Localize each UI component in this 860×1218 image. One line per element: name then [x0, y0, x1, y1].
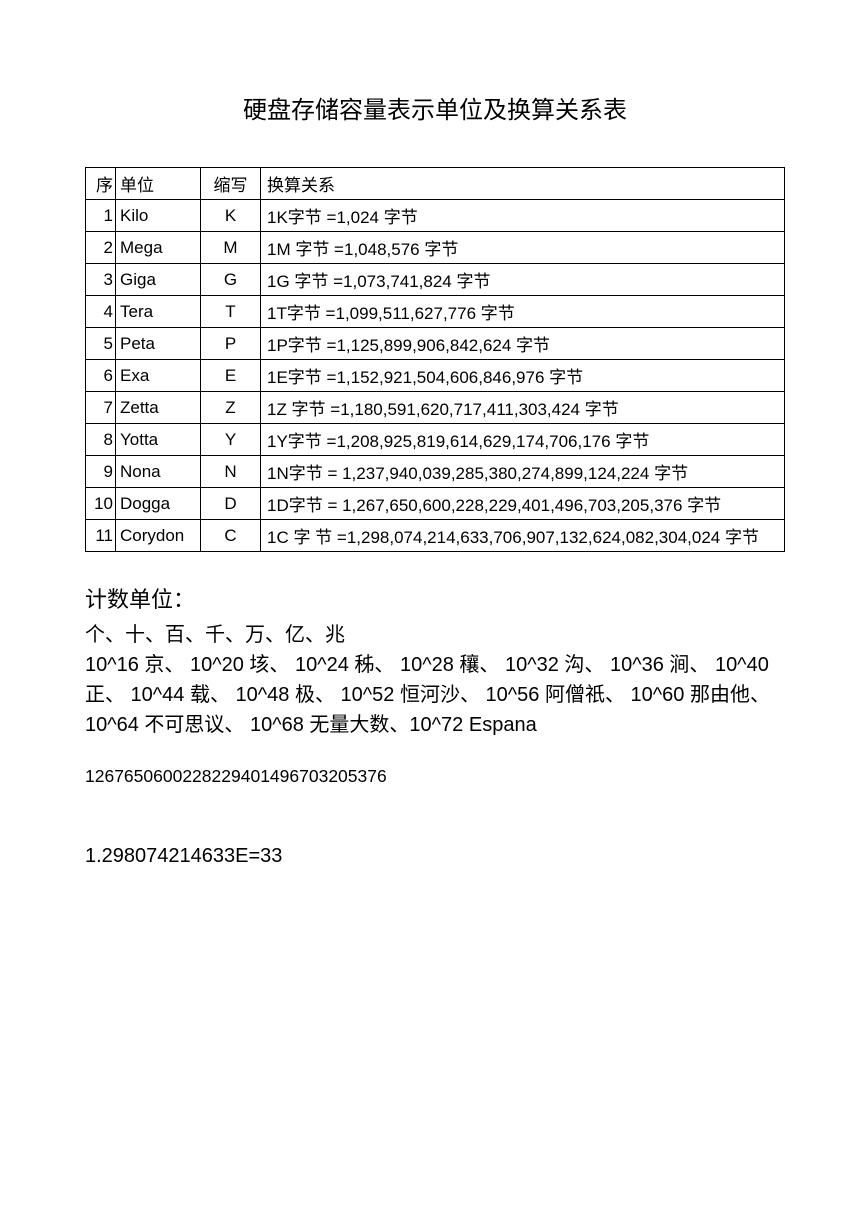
cell-unit: Mega [116, 232, 201, 264]
cell-relation: 1T字节 =1,099,511,627,776 字节 [261, 296, 785, 328]
cell-abbr: T [201, 296, 261, 328]
cell-seq: 4 [86, 296, 116, 328]
table-row: 6ExaE1E字节 =1,152,921,504,606,846,976 字节 [86, 360, 785, 392]
cell-seq: 11 [86, 520, 116, 552]
cell-seq: 3 [86, 264, 116, 296]
cell-unit: Yotta [116, 424, 201, 456]
cell-seq: 8 [86, 424, 116, 456]
cell-seq: 1 [86, 200, 116, 232]
table-row: 2MegaM1M 字节 =1,048,576 字节 [86, 232, 785, 264]
cell-relation: 1C 字 节 =1,298,074,214,633,706,907,132,62… [261, 520, 785, 552]
header-relation: 换算关系 [261, 168, 785, 200]
table-row: 4TeraT1T字节 =1,099,511,627,776 字节 [86, 296, 785, 328]
large-number-1: 1267650600228229401496703205376 [85, 766, 785, 787]
cell-unit: Kilo [116, 200, 201, 232]
table-header-row: 序 单位 缩写 换算关系 [86, 168, 785, 200]
table-row: 3GigaG1G 字节 =1,073,741,824 字节 [86, 264, 785, 296]
cell-abbr: M [201, 232, 261, 264]
table-row: 5PetaP1P字节 =1,125,899,906,842,624 字节 [86, 328, 785, 360]
header-seq: 序 [86, 168, 116, 200]
cell-unit: Tera [116, 296, 201, 328]
cell-relation: 1K字节 =1,024 字节 [261, 200, 785, 232]
cell-abbr: Y [201, 424, 261, 456]
cell-abbr: N [201, 456, 261, 488]
cell-relation: 1Y字节 =1,208,925,819,614,629,174,706,176 … [261, 424, 785, 456]
cell-unit: Dogga [116, 488, 201, 520]
table-row: 8YottaY1Y字节 =1,208,925,819,614,629,174,7… [86, 424, 785, 456]
header-abbr: 缩写 [201, 168, 261, 200]
cell-seq: 2 [86, 232, 116, 264]
cell-unit: Peta [116, 328, 201, 360]
counting-units-basic: 个、十、百、千、万、亿、兆 [85, 620, 785, 650]
cell-abbr: D [201, 488, 261, 520]
cell-abbr: C [201, 520, 261, 552]
table-row: 7ZettaZ1Z 字节 =1,180,591,620,717,411,303,… [86, 392, 785, 424]
cell-relation: 1N字节 = 1,237,940,039,285,380,274,899,124… [261, 456, 785, 488]
large-number-2: 1.298074214633E=33 [85, 845, 785, 868]
cell-unit: Nona [116, 456, 201, 488]
cell-abbr: E [201, 360, 261, 392]
cell-seq: 10 [86, 488, 116, 520]
cell-unit: Corydon [116, 520, 201, 552]
table-row: 11CorydonC1C 字 节 =1,298,074,214,633,706,… [86, 520, 785, 552]
cell-abbr: Z [201, 392, 261, 424]
cell-seq: 7 [86, 392, 116, 424]
cell-unit: Giga [116, 264, 201, 296]
cell-abbr: P [201, 328, 261, 360]
cell-relation: 1D字节 = 1,267,650,600,228,229,401,496,703… [261, 488, 785, 520]
cell-seq: 5 [86, 328, 116, 360]
cell-relation: 1Z 字节 =1,180,591,620,717,411,303,424 字节 [261, 392, 785, 424]
cell-unit: Exa [116, 360, 201, 392]
cell-relation: 1P字节 =1,125,899,906,842,624 字节 [261, 328, 785, 360]
header-unit: 单位 [116, 168, 201, 200]
cell-abbr: K [201, 200, 261, 232]
cell-relation: 1M 字节 =1,048,576 字节 [261, 232, 785, 264]
table-row: 9NonaN1N字节 = 1,237,940,039,285,380,274,8… [86, 456, 785, 488]
cell-relation: 1G 字节 =1,073,741,824 字节 [261, 264, 785, 296]
table-row: 10DoggaD1D字节 = 1,267,650,600,228,229,401… [86, 488, 785, 520]
cell-abbr: G [201, 264, 261, 296]
page-title: 硬盘存储容量表示单位及换算关系表 [85, 90, 785, 125]
table-row: 1KiloK1K字节 =1,024 字节 [86, 200, 785, 232]
counting-units-large: 10^16 京、 10^20 垓、 10^24 秭、 10^28 穰、 10^3… [85, 650, 785, 740]
storage-units-table: 序 单位 缩写 换算关系 1KiloK1K字节 =1,024 字节2MegaM1… [85, 167, 785, 552]
cell-unit: Zetta [116, 392, 201, 424]
cell-relation: 1E字节 =1,152,921,504,606,846,976 字节 [261, 360, 785, 392]
cell-seq: 6 [86, 360, 116, 392]
cell-seq: 9 [86, 456, 116, 488]
counting-heading: 计数单位： [85, 582, 785, 614]
